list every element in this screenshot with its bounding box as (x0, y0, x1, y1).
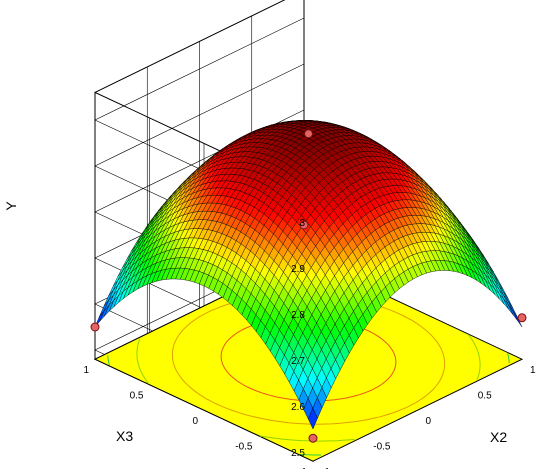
z-axis-label: Y (3, 201, 19, 211)
tick-labels: 2.5 2.6 2.7 2.8 2.9 3 -1 -0.5 0 0.5 1 -1 -0.5 0 0.5 1 (83, 218, 536, 469)
floor-contour (136, 338, 150, 385)
floor-contour (299, 454, 321, 456)
x-tick-label: 0.5 (478, 391, 492, 402)
design-point (299, 220, 309, 230)
x-tick-label: -1 (321, 467, 330, 469)
x-tick-label: -0.5 (373, 442, 391, 453)
floor-contour (259, 435, 355, 442)
design-point (304, 129, 313, 139)
y-tick-label: -0.5 (235, 442, 253, 453)
z-tick-label: 2.5 (291, 448, 305, 459)
design-point (517, 313, 527, 323)
floor-contour (507, 352, 510, 364)
y-tick-label: 1 (83, 365, 89, 376)
design-point (90, 322, 100, 332)
z-tick-label: 3 (299, 218, 305, 229)
surface-cell (507, 304, 518, 321)
z-tick-label: 2.8 (291, 310, 305, 321)
design-points (90, 129, 527, 443)
floor-contour (467, 334, 481, 380)
y-tick-label: -1 (298, 467, 307, 469)
z-tick-label: 2.6 (291, 402, 305, 413)
z-tick-label: 2.7 (291, 356, 305, 367)
surface-cell (308, 407, 318, 430)
floor-contour (107, 355, 110, 366)
z-tick-label: 2.9 (291, 264, 305, 275)
x-tick-label: 0 (426, 416, 432, 427)
y-tick-label: 0 (192, 416, 198, 427)
y-tick-label: 0.5 (130, 391, 144, 402)
x-axis-label: X2 (490, 429, 507, 445)
y-axis-label: X3 (116, 428, 133, 444)
design-point (308, 433, 318, 443)
x-tick-label: 1 (530, 365, 536, 376)
